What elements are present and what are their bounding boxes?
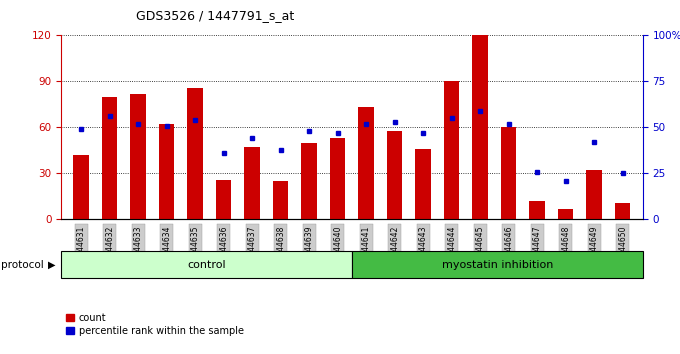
Bar — [558, 209, 573, 219]
Bar — [500, 127, 517, 219]
Bar — [301, 143, 317, 219]
Bar — [273, 181, 288, 219]
Text: myostatin inhibition: myostatin inhibition — [441, 259, 553, 270]
Bar — [131, 94, 146, 219]
Bar — [244, 147, 260, 219]
Bar — [330, 138, 345, 219]
Bar — [159, 124, 175, 219]
Bar — [73, 155, 89, 219]
Bar — [187, 87, 203, 219]
Text: control: control — [187, 259, 226, 270]
Bar — [415, 149, 431, 219]
Text: ▶: ▶ — [48, 260, 56, 270]
Legend: count, percentile rank within the sample: count, percentile rank within the sample — [66, 313, 243, 336]
Bar — [358, 108, 374, 219]
Bar — [615, 202, 630, 219]
Bar — [61, 251, 352, 278]
Bar — [473, 35, 488, 219]
Bar — [102, 97, 118, 219]
Bar — [444, 81, 460, 219]
Text: protocol: protocol — [1, 260, 44, 270]
Text: GDS3526 / 1447791_s_at: GDS3526 / 1447791_s_at — [136, 9, 294, 22]
Bar — [586, 170, 602, 219]
Bar — [352, 251, 643, 278]
Bar — [387, 131, 403, 219]
Bar — [216, 179, 231, 219]
Bar — [529, 201, 545, 219]
